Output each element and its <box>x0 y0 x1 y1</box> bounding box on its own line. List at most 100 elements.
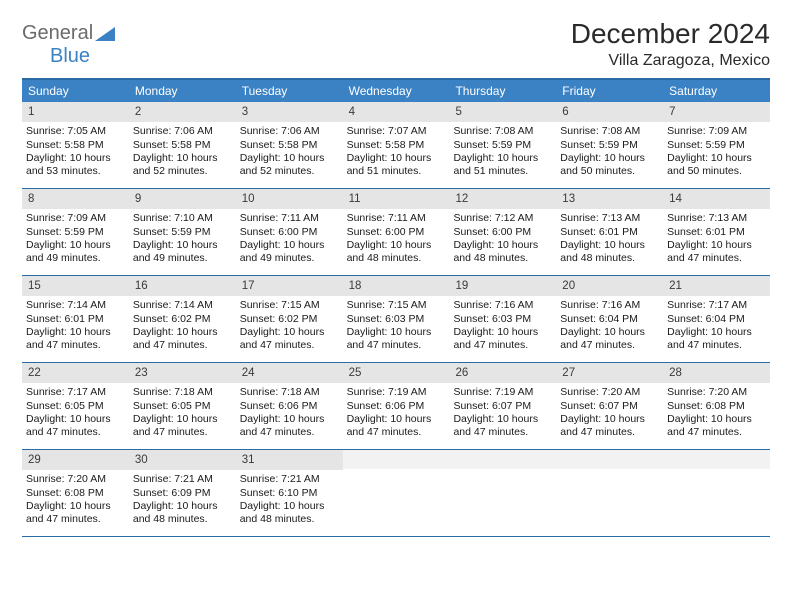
calendar-day: 5Sunrise: 7:08 AMSunset: 5:59 PMDaylight… <box>449 102 556 188</box>
day-number: 21 <box>663 276 770 296</box>
day2-text: and 47 minutes. <box>453 339 552 352</box>
calendar-day: 17 Sunrise: 7:15 AMSunset: 6:02 PMDayligh… <box>236 276 343 362</box>
sunrise-text: Sunrise: 7:18 AM <box>240 386 339 399</box>
day-details: Sunrise: 7:06 AMSunset: 5:58 PMDaylight:… <box>236 125 343 178</box>
day-details: Sunrise: 7:05 AMSunset: 5:58 PMDaylight:… <box>22 125 129 178</box>
sunset-text: Sunset: 6:05 PM <box>26 400 125 413</box>
sunset-text: Sunset: 5:58 PM <box>347 139 446 152</box>
calendar-day: 31Sunrise: 7:21 AMSunset: 6:10 PMDayligh… <box>236 450 343 536</box>
sunrise-text: Sunrise: 7:17 AM <box>26 386 125 399</box>
day-details: Sunrise: 7:20 AMSunset: 6:07 PMDaylight:… <box>556 386 663 439</box>
day2-text: and 47 minutes. <box>347 339 446 352</box>
calendar-day: 18Sunrise: 7:15 AMSunset: 6:03 PMDayligh… <box>343 276 450 362</box>
day2-text: and 47 minutes. <box>26 426 125 439</box>
logo-text-blue: Blue <box>50 45 90 67</box>
calendar-day: 12 Sunrise: 7:12 AMSunset: 6:00 PMDayligh… <box>449 189 556 275</box>
calendar-day <box>449 450 556 536</box>
calendar-day: 20 Sunrise: 7:16 AMSunset: 6:04 PMDayligh… <box>556 276 663 362</box>
day-details: Sunrise: 7:13 AMSunset: 6:01 PMDaylight:… <box>556 212 663 265</box>
day1-text: Daylight: 10 hours <box>133 500 232 513</box>
day2-text: and 49 minutes. <box>26 252 125 265</box>
day1-text: Daylight: 10 hours <box>240 326 339 339</box>
day-number: 12 <box>449 189 556 209</box>
title-block: December 2024 Villa Zaragoza, Mexico <box>571 18 770 70</box>
day-number: 22 <box>22 363 129 383</box>
day-number: 20 <box>556 276 663 296</box>
sunset-text: Sunset: 6:00 PM <box>347 226 446 239</box>
day2-text: and 48 minutes. <box>240 513 339 526</box>
calendar-week: 15Sunrise: 7:14 AMSunset: 6:01 PMDayligh… <box>22 276 770 363</box>
day-details: Sunrise: 7:08 AMSunset: 5:59 PMDaylight:… <box>449 125 556 178</box>
sunset-text: Sunset: 6:01 PM <box>667 226 766 239</box>
day-details: Sunrise: 7:15 AMSunset: 6:02 PMDaylight:… <box>236 299 343 352</box>
day-details: Sunrise: 7:20 AMSunset: 6:08 PMDaylight:… <box>663 386 770 439</box>
sunset-text: Sunset: 5:58 PM <box>26 139 125 152</box>
calendar-day: 8Sunrise: 7:09 AMSunset: 5:59 PMDaylight… <box>22 189 129 275</box>
day-number: 29 <box>22 450 129 470</box>
day-number: 1 <box>22 102 129 122</box>
day1-text: Daylight: 10 hours <box>347 239 446 252</box>
day-details: Sunrise: 7:09 AMSunset: 5:59 PMDaylight:… <box>663 125 770 178</box>
day2-text: and 50 minutes. <box>560 165 659 178</box>
sunrise-text: Sunrise: 7:16 AM <box>453 299 552 312</box>
day-details: Sunrise: 7:19 AMSunset: 6:07 PMDaylight:… <box>449 386 556 439</box>
day1-text: Daylight: 10 hours <box>667 239 766 252</box>
day2-text: and 47 minutes. <box>133 426 232 439</box>
sunrise-text: Sunrise: 7:05 AM <box>26 125 125 138</box>
day1-text: Daylight: 10 hours <box>133 413 232 426</box>
day-number <box>449 450 556 469</box>
day1-text: Daylight: 10 hours <box>240 152 339 165</box>
sunrise-text: Sunrise: 7:18 AM <box>133 386 232 399</box>
day1-text: Daylight: 10 hours <box>667 326 766 339</box>
day-details: Sunrise: 7:16 AMSunset: 6:03 PMDaylight:… <box>449 299 556 352</box>
sunrise-text: Sunrise: 7:19 AM <box>453 386 552 399</box>
calendar-day: 15Sunrise: 7:14 AMSunset: 6:01 PMDayligh… <box>22 276 129 362</box>
sunrise-text: Sunrise: 7:15 AM <box>240 299 339 312</box>
day2-text: and 50 minutes. <box>667 165 766 178</box>
sunset-text: Sunset: 6:06 PM <box>347 400 446 413</box>
day2-text: and 47 minutes. <box>560 339 659 352</box>
calendar-day: 16Sunrise: 7:14 AMSunset: 6:02 PMDayligh… <box>129 276 236 362</box>
weekday-header: Thursday <box>449 80 556 102</box>
day1-text: Daylight: 10 hours <box>240 500 339 513</box>
day-number: 8 <box>22 189 129 209</box>
day1-text: Daylight: 10 hours <box>667 152 766 165</box>
day-details: Sunrise: 7:10 AMSunset: 5:59 PMDaylight:… <box>129 212 236 265</box>
calendar-day <box>663 450 770 536</box>
sunrise-text: Sunrise: 7:21 AM <box>240 473 339 486</box>
sunset-text: Sunset: 6:04 PM <box>667 313 766 326</box>
day2-text: and 48 minutes. <box>347 252 446 265</box>
location-label: Villa Zaragoza, Mexico <box>571 52 770 70</box>
day1-text: Daylight: 10 hours <box>453 326 552 339</box>
day-details: Sunrise: 7:13 AMSunset: 6:01 PMDaylight:… <box>663 212 770 265</box>
day-number: 19 <box>449 276 556 296</box>
day-number: 6 <box>556 102 663 122</box>
day-number: 4 <box>343 102 450 122</box>
weekday-header: Saturday <box>663 80 770 102</box>
day-details: Sunrise: 7:12 AMSunset: 6:00 PMDaylight:… <box>449 212 556 265</box>
sunrise-text: Sunrise: 7:20 AM <box>667 386 766 399</box>
sunset-text: Sunset: 5:59 PM <box>453 139 552 152</box>
sunrise-text: Sunrise: 7:11 AM <box>240 212 339 225</box>
day-details: Sunrise: 7:14 AMSunset: 6:02 PMDaylight:… <box>129 299 236 352</box>
day1-text: Daylight: 10 hours <box>26 152 125 165</box>
day1-text: Daylight: 10 hours <box>560 413 659 426</box>
day2-text: and 47 minutes. <box>560 426 659 439</box>
day-details: Sunrise: 7:16 AMSunset: 6:04 PMDaylight:… <box>556 299 663 352</box>
day-details: Sunrise: 7:21 AMSunset: 6:09 PMDaylight:… <box>129 473 236 526</box>
month-title: December 2024 <box>571 18 770 50</box>
day-number: 23 <box>129 363 236 383</box>
day2-text: and 49 minutes. <box>240 252 339 265</box>
sunset-text: Sunset: 6:03 PM <box>347 313 446 326</box>
calendar-day: 29Sunrise: 7:20 AMSunset: 6:08 PMDayligh… <box>22 450 129 536</box>
day-number: 25 <box>343 363 450 383</box>
day-number: 17 <box>236 276 343 296</box>
day-number: 27 <box>556 363 663 383</box>
day-number: 18 <box>343 276 450 296</box>
day-number: 10 <box>236 189 343 209</box>
day-number: 13 <box>556 189 663 209</box>
sunrise-text: Sunrise: 7:07 AM <box>347 125 446 138</box>
sunrise-text: Sunrise: 7:09 AM <box>667 125 766 138</box>
logo-text-general: General <box>22 22 93 44</box>
day-number: 31 <box>236 450 343 470</box>
